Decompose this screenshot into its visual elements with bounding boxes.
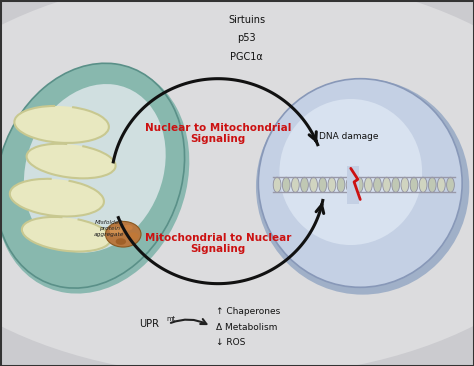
Ellipse shape bbox=[256, 79, 469, 295]
Ellipse shape bbox=[346, 177, 354, 193]
Ellipse shape bbox=[401, 177, 409, 193]
Ellipse shape bbox=[22, 217, 111, 251]
Ellipse shape bbox=[292, 177, 299, 193]
Ellipse shape bbox=[383, 177, 391, 193]
Ellipse shape bbox=[105, 221, 141, 247]
Ellipse shape bbox=[419, 177, 427, 193]
Ellipse shape bbox=[127, 232, 138, 240]
Ellipse shape bbox=[319, 177, 327, 193]
Ellipse shape bbox=[0, 65, 189, 294]
Ellipse shape bbox=[116, 238, 126, 245]
Text: mt: mt bbox=[167, 316, 176, 322]
Ellipse shape bbox=[10, 179, 104, 216]
Ellipse shape bbox=[365, 177, 372, 193]
Text: Nuclear to Mitochondrial
Signaling: Nuclear to Mitochondrial Signaling bbox=[145, 123, 291, 145]
Ellipse shape bbox=[410, 177, 418, 193]
Ellipse shape bbox=[14, 106, 109, 143]
Text: Δ Metabolism: Δ Metabolism bbox=[216, 323, 277, 332]
Ellipse shape bbox=[123, 225, 133, 231]
Text: Sirtuins: Sirtuins bbox=[228, 15, 265, 25]
Text: Mitochondrial to Nuclear
Signaling: Mitochondrial to Nuclear Signaling bbox=[145, 232, 291, 254]
Ellipse shape bbox=[447, 177, 455, 193]
Ellipse shape bbox=[273, 177, 281, 193]
Text: ↓ ROS: ↓ ROS bbox=[216, 339, 245, 347]
Ellipse shape bbox=[356, 177, 363, 193]
Text: ↑ Chaperones: ↑ Chaperones bbox=[216, 307, 280, 316]
Text: DNA damage: DNA damage bbox=[319, 132, 378, 141]
Ellipse shape bbox=[109, 227, 123, 235]
Ellipse shape bbox=[328, 177, 336, 193]
Ellipse shape bbox=[279, 99, 422, 245]
Text: PGC1α: PGC1α bbox=[230, 52, 263, 62]
Ellipse shape bbox=[283, 177, 290, 193]
Text: UPR: UPR bbox=[139, 319, 159, 329]
Text: Misfolded
protein
aggregate: Misfolded protein aggregate bbox=[94, 220, 124, 237]
Ellipse shape bbox=[374, 177, 382, 193]
Ellipse shape bbox=[392, 177, 400, 193]
Ellipse shape bbox=[428, 177, 436, 193]
Ellipse shape bbox=[24, 84, 166, 253]
Bar bbox=[347, 166, 359, 204]
Ellipse shape bbox=[27, 144, 116, 178]
Text: p53: p53 bbox=[237, 33, 256, 44]
Ellipse shape bbox=[310, 177, 318, 193]
Ellipse shape bbox=[258, 79, 462, 287]
Ellipse shape bbox=[337, 177, 345, 193]
Ellipse shape bbox=[0, 63, 184, 288]
Ellipse shape bbox=[301, 177, 309, 193]
Ellipse shape bbox=[438, 177, 445, 193]
